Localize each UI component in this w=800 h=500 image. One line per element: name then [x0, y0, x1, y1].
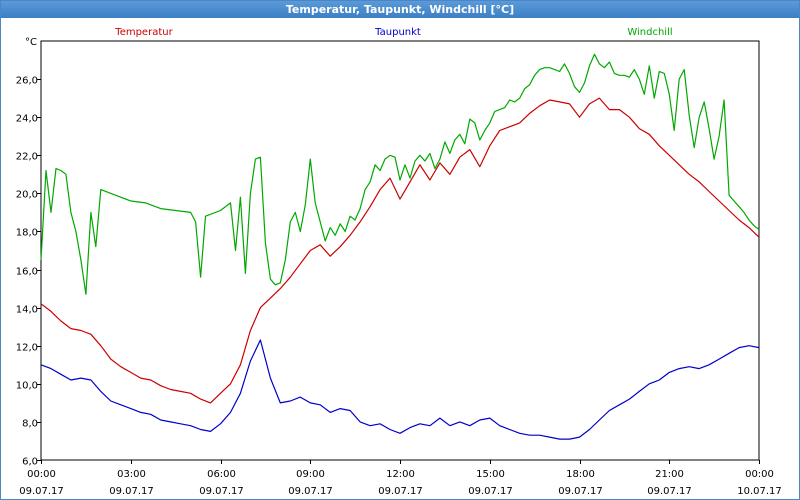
legend-taupunkt: Taupunkt	[374, 27, 421, 38]
window-title: Temperatur, Taupunkt, Windchill [°C]	[1, 1, 799, 18]
y-tick-label: 10,0	[16, 381, 38, 392]
series-lines	[40, 53, 760, 440]
x-tick-time-label: 03:00	[117, 469, 146, 480]
x-tick-time-label: 15:00	[476, 469, 505, 480]
axes: 6,0 8,0 10,0 12,0 14,0 16,0 18,0 20,0 22,0 24,0 26…	[16, 37, 782, 497]
y-tick-label: 16,0	[16, 267, 38, 278]
x-tick-date-label: 09.07.17	[19, 486, 64, 497]
x-tick-date-label: 09.07.17	[199, 486, 244, 497]
x-tick-date-label: 09.07.17	[378, 486, 423, 497]
x-tick-date-label: 09.07.17	[109, 486, 154, 497]
y-tick-label: 26,0	[16, 76, 38, 87]
series-line-taupunkt	[40, 339, 760, 440]
x-tick-date-label: 09.07.17	[558, 486, 603, 497]
y-tick-label: 18,0	[16, 228, 38, 239]
x-tick-time-label: 09:00	[296, 469, 325, 480]
legend: Temperatur Taupunkt Windchill	[114, 27, 672, 38]
y-tick-label: 14,0	[16, 305, 38, 316]
x-tick-time-label: 06:00	[207, 469, 236, 480]
x-tick-time-label: 00:00	[27, 469, 56, 480]
y-tick-label: 8,0	[22, 419, 38, 430]
x-tick-date-label: 09.07.17	[647, 486, 692, 497]
y-tick-label: 6,0	[22, 457, 38, 468]
x-tick-date-label: 10.07.17	[737, 486, 782, 497]
x-tick-time-label: 00:00	[745, 469, 774, 480]
y-tick-label: 24,0	[16, 114, 38, 125]
plot-area-frame	[40, 40, 760, 461]
x-tick-time-label: 18:00	[566, 469, 595, 480]
y-tick-label: 12,0	[16, 343, 38, 354]
y-tick-label: 20,0	[16, 190, 38, 201]
x-tick-date-label: 09.07.17	[468, 486, 513, 497]
y-axis-label: °C	[25, 37, 37, 48]
legend-temperatur: Temperatur	[114, 27, 173, 38]
x-tick-time-label: 12:00	[386, 469, 415, 480]
series-line-temperatur	[40, 97, 760, 404]
series-line-windchill	[40, 53, 760, 295]
legend-windchill: Windchill	[627, 27, 672, 38]
y-tick-label: 22,0	[16, 152, 38, 163]
x-tick-date-label: 09.07.17	[288, 486, 333, 497]
x-tick-time-label: 21:00	[655, 469, 684, 480]
